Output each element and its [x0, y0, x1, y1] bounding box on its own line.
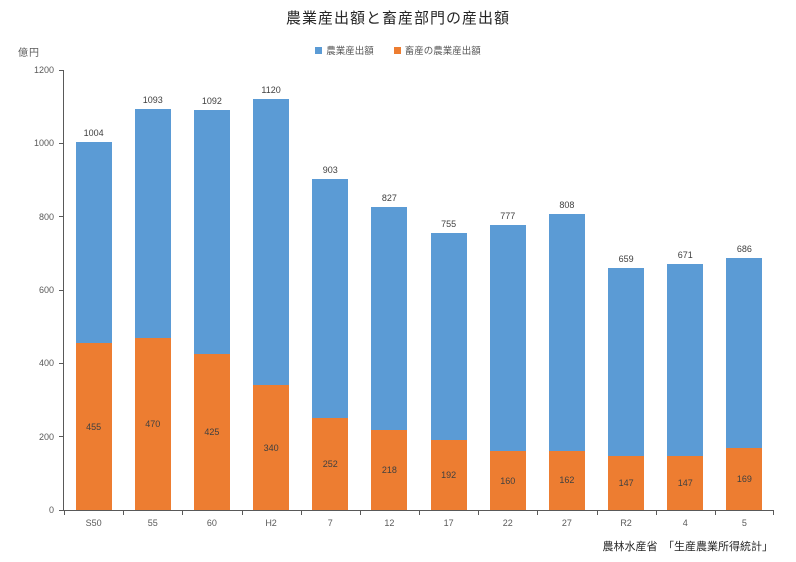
- x-axis-category-label: 22: [502, 518, 513, 528]
- chart-title: 農業産出額と畜産部門の産出額: [285, 10, 510, 27]
- x-axis-category-label: S50: [85, 518, 102, 528]
- y-tick-mark: [59, 216, 63, 218]
- y-tick-mark: [59, 289, 63, 291]
- data-label-total: 827: [381, 192, 397, 203]
- data-label-total: 1004: [83, 127, 104, 138]
- data-label-livestock: 455: [86, 421, 102, 432]
- x-axis-category-label: 17: [443, 518, 454, 528]
- x-axis-category-label: R2: [620, 518, 632, 528]
- data-label-livestock: 169: [736, 474, 752, 485]
- x-axis-category-label: 7: [327, 518, 333, 528]
- data-label-livestock: 147: [618, 478, 634, 489]
- bar-livestock: [312, 418, 349, 510]
- bar-livestock: [371, 430, 408, 510]
- data-label-total: 1093: [142, 95, 163, 106]
- data-label-total: 755: [441, 219, 457, 230]
- plot-area: 0 200 400 600 800 1000 1200 1004 455 S50 1093 470 55…: [34, 65, 774, 528]
- y-tick-label: 600: [38, 285, 54, 295]
- bar-livestock: [253, 385, 290, 510]
- legend-swatch-0: [315, 46, 323, 54]
- data-label-livestock: 340: [263, 442, 279, 453]
- bar-livestock: [608, 456, 645, 510]
- data-label-livestock: 147: [677, 478, 693, 489]
- y-tick-label: 0: [48, 505, 54, 515]
- data-label-total: 1092: [201, 95, 222, 106]
- y-tick-label: 1200: [33, 65, 54, 75]
- x-tick-mark: [242, 511, 243, 515]
- bar-livestock: [667, 456, 704, 510]
- legend-label-0: 農業産出額: [326, 46, 374, 57]
- data-label-total: 777: [500, 211, 516, 222]
- x-tick-mark: [478, 511, 479, 515]
- data-label-livestock: 162: [559, 475, 575, 486]
- data-label-total: 686: [736, 244, 752, 255]
- x-tick-mark: [301, 511, 302, 515]
- legend: 農業産出額 畜産の農業産出額: [0, 43, 796, 57]
- x-axis-category-label: 4: [682, 518, 688, 528]
- bar-livestock: [134, 338, 171, 510]
- data-label-livestock: 252: [322, 458, 338, 469]
- x-tick-mark: [360, 511, 361, 515]
- x-axis-category-label: 5: [741, 518, 747, 528]
- y-tick-label: 400: [38, 358, 54, 369]
- legend-swatch-1: [393, 46, 401, 54]
- bar-livestock: [548, 451, 585, 510]
- bar-livestock: [430, 440, 467, 510]
- data-label-livestock: 470: [145, 418, 161, 429]
- x-tick-mark: [597, 511, 598, 515]
- y-tick-mark: [59, 436, 63, 438]
- data-label-livestock: 160: [500, 475, 516, 486]
- x-axis-category-label: 60: [206, 518, 217, 528]
- x-tick-mark: [773, 511, 774, 515]
- y-tick-label: 1000: [33, 138, 54, 149]
- data-label-livestock: 192: [441, 469, 457, 480]
- x-tick-mark: [123, 511, 124, 515]
- data-label-total: 808: [559, 199, 575, 210]
- y-tick-mark: [59, 142, 63, 144]
- x-axis-category-label: 12: [384, 518, 395, 528]
- legend-label-1: 畜産の農業産出額: [404, 46, 481, 57]
- data-label-livestock: 218: [381, 465, 397, 476]
- bar-livestock: [489, 451, 526, 510]
- bar-livestock: [193, 354, 230, 510]
- source-note: 農林水産省 「生産農業所得統計」: [602, 541, 774, 553]
- legend-item-1: 畜産の農業産出額: [393, 43, 481, 57]
- x-tick-mark: [715, 511, 716, 515]
- x-tick-mark: [182, 511, 183, 515]
- data-label-total: 1120: [261, 85, 281, 96]
- y-tick-mark: [59, 509, 63, 511]
- data-label-total: 671: [677, 249, 693, 260]
- x-axis-category-label: 55: [147, 518, 158, 528]
- legend-item-0: 農業産出額: [315, 43, 374, 57]
- y-tick-label: 200: [38, 431, 54, 442]
- y-tick-label: 800: [38, 211, 54, 222]
- y-tick-mark: [59, 69, 63, 71]
- x-tick-mark: [64, 511, 65, 515]
- x-axis-category-label: H2: [265, 518, 277, 528]
- data-label-livestock: 425: [204, 427, 220, 438]
- bar-livestock: [75, 343, 112, 510]
- bar-livestock: [726, 448, 763, 510]
- data-label-total: 659: [618, 254, 634, 265]
- data-label-total: 903: [322, 164, 338, 175]
- y-axis-unit-label: 億円: [18, 48, 40, 59]
- x-tick-mark: [419, 511, 420, 515]
- y-tick-mark: [59, 362, 63, 364]
- x-axis-category-label: 27: [561, 518, 572, 528]
- x-tick-mark: [537, 511, 538, 515]
- x-tick-mark: [656, 511, 657, 515]
